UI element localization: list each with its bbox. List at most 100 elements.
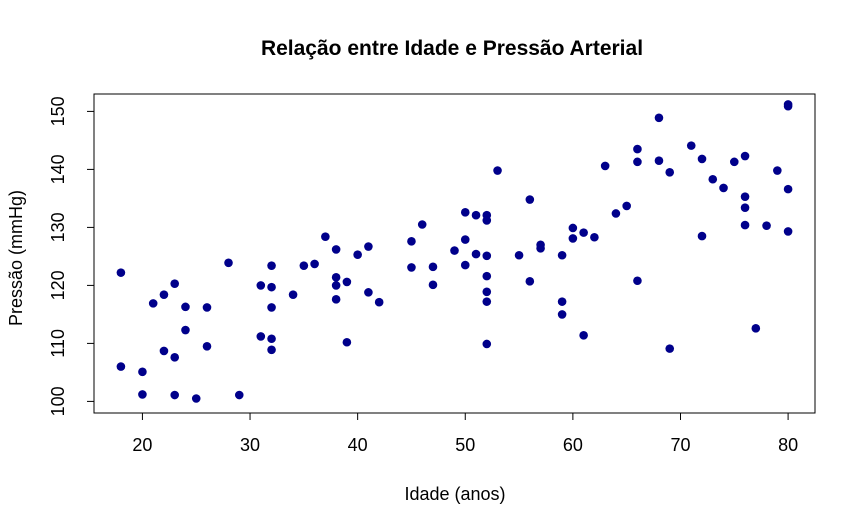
data-point	[482, 339, 492, 349]
data-point	[482, 216, 492, 225]
data-point	[170, 390, 180, 400]
data-point	[267, 345, 276, 355]
data-point	[611, 209, 621, 218]
x-tick-label: 80	[778, 435, 798, 455]
data-point	[493, 166, 502, 175]
data-point	[181, 302, 190, 312]
x-tick-label: 70	[670, 435, 690, 455]
data-point	[482, 287, 492, 297]
data-point	[202, 303, 212, 312]
data-point	[579, 228, 588, 237]
data-point	[116, 268, 126, 277]
data-point	[590, 232, 599, 242]
data-point	[482, 297, 492, 306]
data-point	[450, 246, 459, 255]
data-point	[536, 243, 545, 253]
data-point	[773, 166, 782, 175]
data-point	[256, 281, 266, 290]
data-point	[288, 290, 298, 299]
x-axis-label: Idade (anos)	[404, 484, 505, 504]
data-point	[417, 220, 427, 229]
data-point	[267, 303, 276, 312]
data-point	[267, 334, 276, 344]
data-point	[321, 232, 330, 241]
data-point	[331, 295, 341, 304]
x-tick-label: 60	[563, 435, 583, 455]
data-point	[256, 332, 266, 341]
data-point	[568, 234, 578, 243]
data-point	[783, 184, 793, 194]
data-point	[622, 201, 631, 211]
data-point	[460, 235, 470, 244]
x-tick-label: 40	[348, 435, 368, 455]
data-point	[482, 251, 492, 261]
data-point	[482, 271, 492, 281]
data-point	[600, 161, 610, 171]
data-point	[191, 394, 201, 403]
data-point	[299, 261, 309, 270]
data-point	[202, 342, 212, 351]
data-point	[708, 174, 718, 184]
data-point	[116, 362, 126, 371]
x-tick-label: 20	[132, 435, 152, 455]
y-axis: 100 110 120 130 140 150	[48, 96, 95, 416]
data-point	[138, 367, 147, 377]
data-point	[762, 221, 771, 230]
data-point	[557, 310, 567, 319]
data-point	[353, 250, 362, 259]
y-tick-label: 100	[48, 386, 68, 416]
data-point	[729, 157, 739, 167]
data-point	[331, 281, 341, 290]
data-point	[138, 390, 147, 399]
data-point	[568, 223, 578, 233]
data-point	[331, 245, 341, 254]
data-point	[697, 154, 707, 164]
data-point	[633, 276, 642, 286]
data-point	[342, 277, 352, 287]
data-point	[148, 299, 158, 308]
data-point	[751, 324, 761, 333]
data-point	[267, 261, 276, 270]
data-point	[428, 262, 438, 272]
data-point	[224, 258, 233, 268]
y-tick-label: 130	[48, 212, 68, 242]
data-point	[633, 157, 642, 167]
data-point	[181, 325, 190, 335]
data-points	[116, 100, 793, 403]
y-tick-label: 110	[48, 329, 68, 358]
y-axis-label: Pressão (mmHg)	[6, 190, 26, 326]
data-point	[783, 101, 793, 111]
data-point	[159, 346, 169, 356]
data-point	[471, 249, 481, 259]
x-axis: 20 30 40 50 60 70 80	[132, 412, 798, 455]
data-point	[740, 220, 750, 230]
data-point	[783, 227, 793, 236]
data-point	[514, 250, 524, 260]
data-point	[471, 210, 481, 220]
data-point	[740, 192, 750, 201]
data-point	[460, 208, 470, 217]
data-point	[159, 290, 169, 299]
data-point	[342, 337, 352, 347]
data-point	[170, 279, 180, 288]
data-point	[525, 195, 535, 204]
data-point	[364, 288, 373, 297]
data-point	[170, 353, 180, 362]
data-point	[665, 168, 675, 177]
data-point	[719, 183, 728, 193]
y-tick-label: 120	[48, 270, 68, 300]
data-point	[654, 113, 664, 123]
data-point	[460, 260, 470, 270]
x-tick-label: 50	[455, 435, 475, 455]
y-tick-label: 140	[48, 154, 68, 184]
data-point	[579, 330, 588, 340]
data-point	[407, 237, 416, 246]
data-point	[654, 156, 664, 165]
chart-title: Relação entre Idade e Pressão Arterial	[261, 37, 643, 60]
y-tick-label: 150	[48, 96, 68, 126]
data-point	[525, 277, 535, 286]
data-point	[633, 144, 642, 154]
data-point	[557, 250, 567, 260]
data-point	[374, 297, 384, 307]
data-point	[557, 297, 567, 306]
